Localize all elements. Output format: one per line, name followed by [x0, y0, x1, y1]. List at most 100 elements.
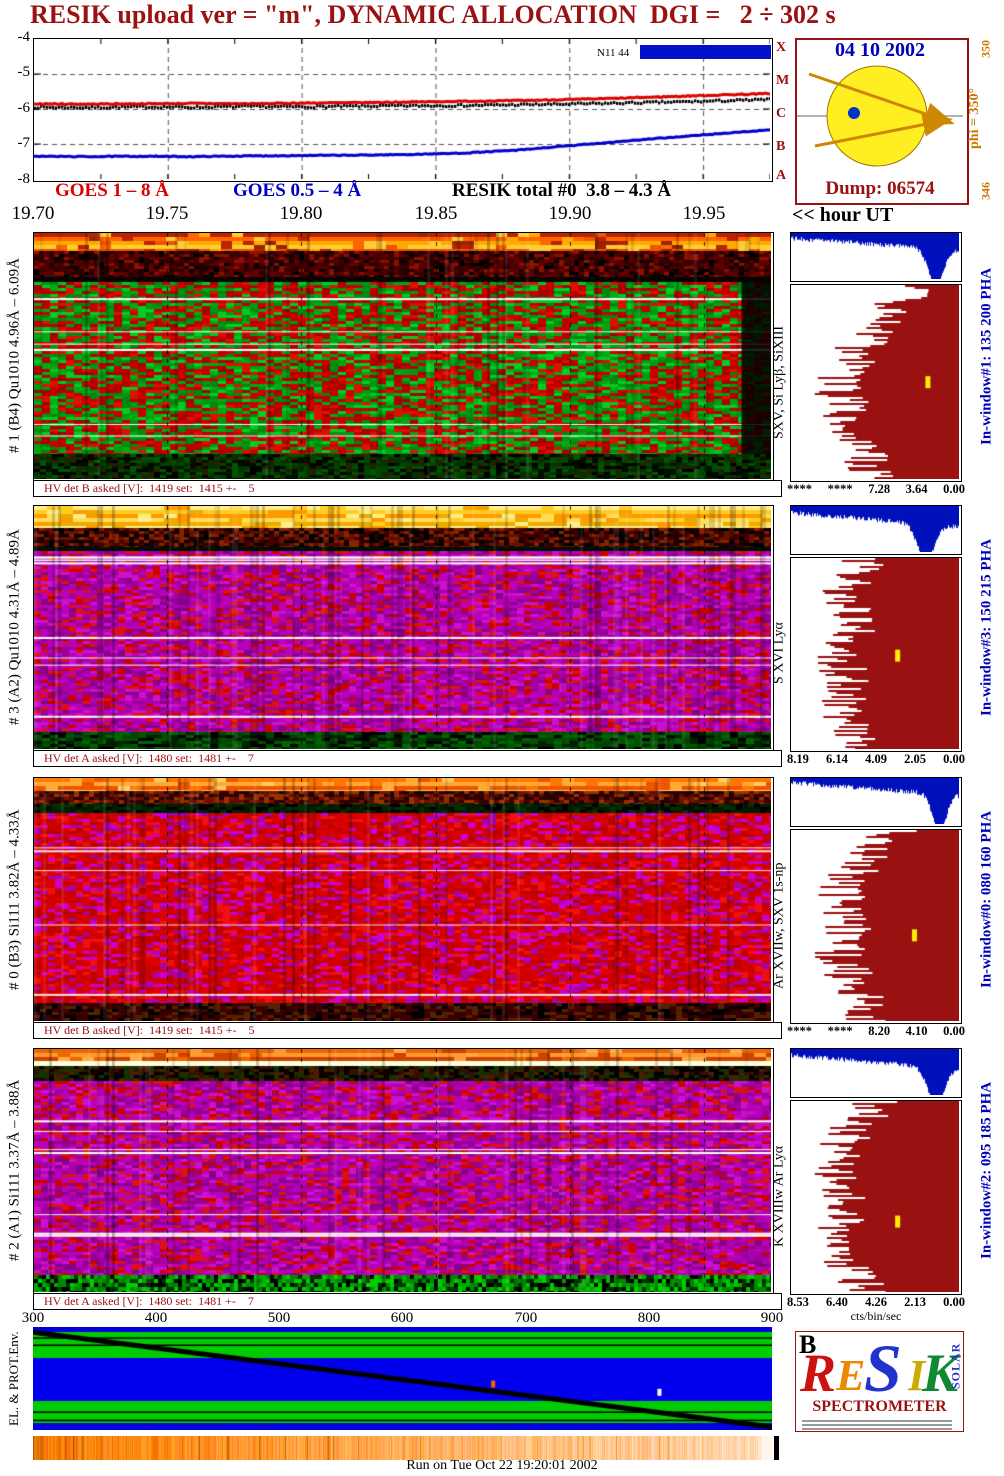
goes-class-m: M [776, 73, 790, 88]
panel2-hv-status: HV det A asked [V]: 1480 set: 1481 +- 7 [33, 750, 782, 767]
logo-solar-vertical: SOLAR [948, 1342, 963, 1390]
dump-number: Dump: 06574 [825, 178, 935, 199]
page-title: RESIK upload ver = "m", DYNAMIC ALLOCATI… [30, 0, 836, 29]
phi-bottom-value: 346 [978, 182, 993, 200]
panel1-rate-histogram-box [790, 284, 962, 482]
resik-logo: B R E S I K SOLAR SPECTROMETER [795, 1331, 964, 1432]
panel4-pha-profile-box [790, 1048, 962, 1098]
panel4-rate-histogram-box [790, 1100, 962, 1295]
hour-ut-label: << hour UT [792, 204, 894, 226]
goes-xtick: 19.75 [145, 203, 189, 224]
panel4-spectral-lines-label: K XVIIIw Ar Lyα [771, 1145, 787, 1248]
goes-plot-canvas [34, 39, 770, 179]
panel3-channel-label: # 0 (B3) Si111 3.82Å – 4.33Å [6, 809, 23, 990]
axis-tick: 8.20 [868, 1024, 891, 1038]
axis-tick: 3.64 [905, 482, 928, 496]
intensity-strip-canvas [33, 1436, 772, 1460]
axis-tick: 4.10 [905, 1024, 928, 1038]
logo-letter-e: E [836, 1351, 866, 1400]
panel1-spectral-lines-label: SXV, Si Lyβ, SiXIII [771, 325, 787, 439]
goes-class-x: X [776, 40, 787, 55]
active-region-dot [848, 107, 860, 119]
goes-class-c: C [776, 106, 787, 121]
axis-tick: **** [787, 1024, 812, 1038]
env-panel-canvas [33, 1327, 772, 1430]
panel3-rate-histogram-box [790, 829, 962, 1024]
logo-fine-print-line [802, 1424, 952, 1426]
panel1-window-label: In-window#1: 135 200 PHA [978, 267, 995, 445]
panel1-rate-histogram-canvas [791, 285, 959, 479]
panel4-hv-status: HV det A asked [V]: 1480 set: 1481 +- 7 [33, 1293, 782, 1310]
panel4-rate-histogram-canvas [791, 1101, 959, 1292]
logo-letter-s: S [864, 1330, 902, 1406]
panel3-rate-histogram-canvas [791, 830, 959, 1021]
bin-tick: 500 [267, 1310, 291, 1326]
panel4-pha-profile-canvas [791, 1049, 959, 1095]
axis-tick: 4.09 [865, 752, 887, 766]
goes-class-a: A [776, 168, 787, 183]
logo-fine-print-line [802, 1428, 952, 1430]
goes-xtick: 19.80 [279, 203, 323, 224]
logo-fine-print-line [802, 1420, 952, 1422]
panel3-hist-axis: **** **** 8.20 4.10 0.00 [787, 1024, 965, 1039]
region-highlight-bar [640, 45, 771, 59]
panel4-hist-axis: 8.53 6.40 4.26 2.13 0.00 [787, 1295, 965, 1310]
panel2-hist-axis: 8.19 6.14 4.09 2.05 0.00 [787, 752, 965, 767]
panel2-rate-histogram-canvas [791, 558, 959, 749]
bin-tick: 700 [514, 1310, 538, 1326]
panel2-pha-profile-canvas [791, 506, 959, 552]
strip-end-marker [774, 1436, 779, 1460]
run-timestamp: Run on Tue Oct 22 19:20:01 2002 [406, 1458, 598, 1473]
axis-tick: **** [787, 482, 812, 496]
scan-arrow-2 [814, 112, 953, 148]
axis-tick: 8.19 [787, 752, 809, 766]
rate-unit-label: cts/bin/sec [850, 1309, 902, 1323]
panel3-pha-profile-box [790, 777, 962, 827]
axis-tick: 4.26 [865, 1295, 887, 1309]
panel2-spectrogram [33, 505, 774, 752]
observation-date: 04 10 2002 [835, 39, 925, 61]
panel3-spectrogram [33, 777, 774, 1024]
axis-tick: **** [827, 1024, 853, 1038]
goes-ylabel: -6 [17, 100, 31, 116]
goes-ylabel: -4 [17, 29, 31, 45]
panel3-spectral-lines-label: Ar XVIIw, SXV 1s-np [771, 862, 787, 989]
region-label: N11 44 [597, 47, 630, 59]
axis-tick: 6.40 [826, 1295, 848, 1309]
panel2-channel-label: # 3 (A2) Qu1010 4.31Å – 4.89Å [6, 529, 23, 726]
bin-tick: 300 [21, 1310, 45, 1326]
panel3-window-label: In-window#0: 080 160 PHA [978, 810, 995, 989]
axis-tick: 0.00 [943, 1024, 965, 1038]
goes-plot-frame [33, 38, 773, 182]
goes-ylabel: -5 [17, 64, 31, 80]
bin-tick: 800 [637, 1310, 661, 1326]
axis-tick: 8.53 [787, 1295, 809, 1309]
panel4-window-label: In-window#2: 095 185 PHA [978, 1081, 995, 1260]
logo-letter-i: I [908, 1351, 926, 1400]
goes-xtick: 19.95 [682, 203, 726, 224]
phi-angle-label: phi = 350° [967, 87, 982, 149]
panel1-channel-label: # 1 (B4) Qu1010 4.96Å – 6.09Å [6, 258, 23, 454]
panel4-spectrogram [33, 1048, 774, 1295]
panel2-window-label: In-window#3: 150 215 PHA [978, 538, 995, 717]
logo-spectrometer: SPECTROMETER [812, 1398, 947, 1415]
logo-letter-r: R [800, 1343, 837, 1403]
axis-tick: 6.14 [826, 752, 848, 766]
goes-ylabel: -7 [17, 135, 31, 151]
panel1-spectrogram-canvas [34, 233, 771, 479]
goes-ylabel: -8 [17, 171, 31, 187]
axis-tick: 0.00 [943, 752, 965, 766]
sun-diagram [797, 65, 963, 167]
panel2-spectral-lines-label: S XVI Lyα [771, 622, 787, 685]
bin-tick: 600 [390, 1310, 414, 1326]
panel4-spectrogram-canvas [34, 1049, 771, 1292]
phi-top-value: 350 [978, 40, 993, 58]
panel1-pha-profile-box [790, 232, 962, 282]
panel3-hv-status: HV det B asked [V]: 1419 set: 1415 +- 5 [33, 1022, 782, 1039]
goes-xtick: 19.90 [548, 203, 592, 224]
panel2-pha-profile-box [790, 505, 962, 555]
goes-class-b: B [776, 139, 786, 154]
legend-goes-05-4: GOES 0.5 – 4 Å [233, 180, 362, 201]
goes-xtick: 19.85 [414, 203, 458, 224]
